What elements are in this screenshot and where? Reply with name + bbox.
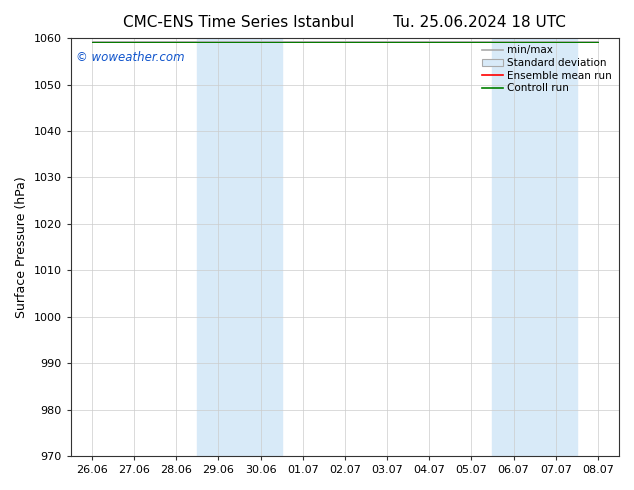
Y-axis label: Surface Pressure (hPa): Surface Pressure (hPa) [15,176,28,318]
Bar [197,38,281,456]
Text: © woweather.com: © woweather.com [76,50,185,64]
Bar [493,38,577,456]
Legend: min/max, Standard deviation, Ensemble mean run, Controll run: min/max, Standard deviation, Ensemble me… [480,43,614,95]
Title: CMC-ENS Time Series Istanbul        Tu. 25.06.2024 18 UTC: CMC-ENS Time Series Istanbul Tu. 25.06.2… [124,15,566,30]
